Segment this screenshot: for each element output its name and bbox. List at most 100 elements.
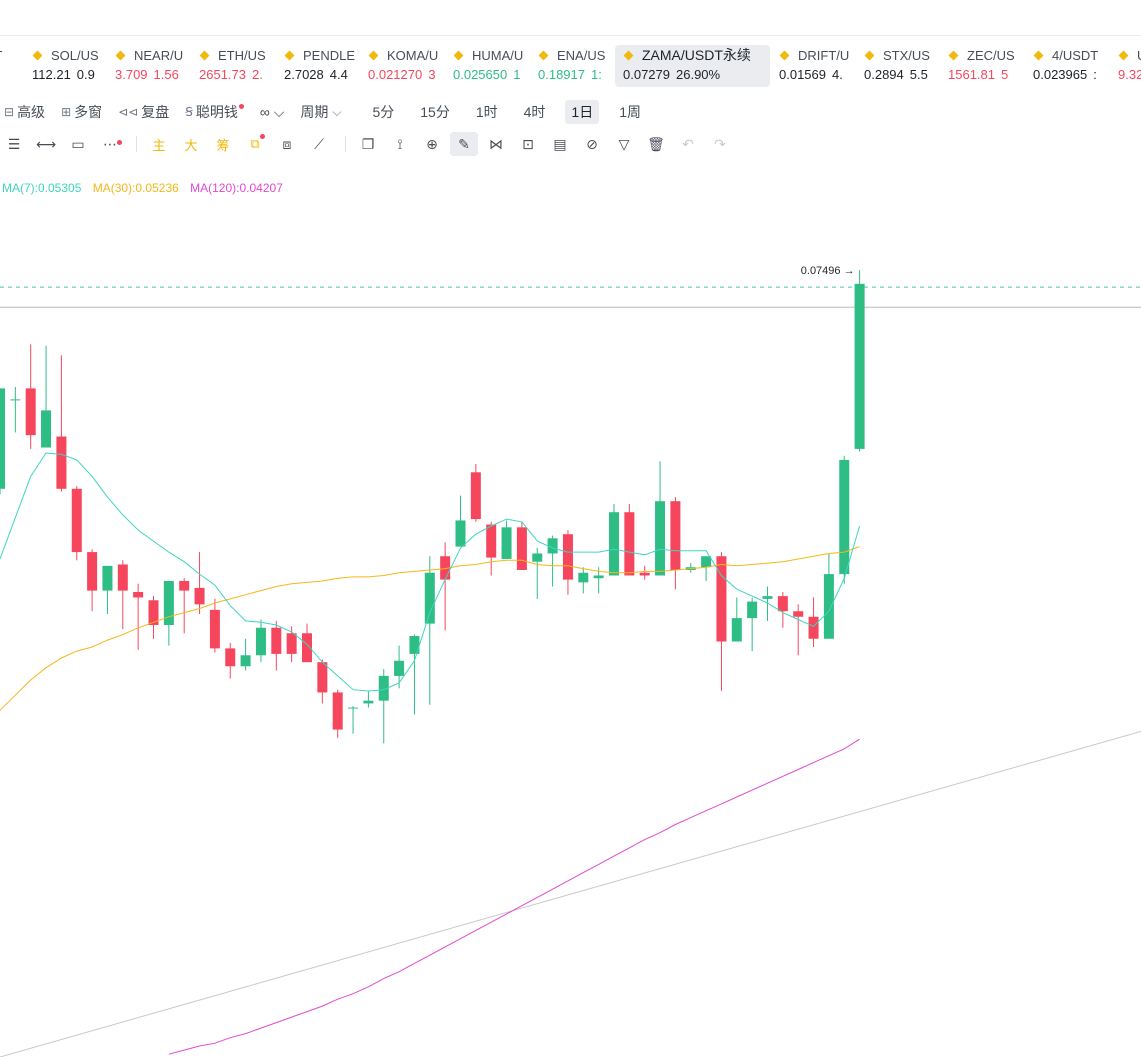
replay-button[interactable]: ⊲⊲ 复盘 <box>118 104 170 120</box>
horizontal-line-icon[interactable]: ⟷ <box>35 135 57 152</box>
coin-icon <box>199 50 210 60</box>
ticker-price: 0.01569 <box>779 67 826 82</box>
candle-body <box>593 575 604 579</box>
coin-icon <box>115 50 126 60</box>
candlestick-chart[interactable]: 0.07496 → <box>0 160 1141 1057</box>
interval-5[interactable]: 1周 <box>619 104 642 120</box>
divider <box>345 136 346 152</box>
interval-2[interactable]: 1时 <box>475 104 498 120</box>
candle-body <box>747 601 758 619</box>
multi-window-icon: ⊞ <box>61 105 72 119</box>
smart-money-button[interactable]: Ꞩ 聪明钱 <box>181 100 248 124</box>
candle-body <box>655 501 666 576</box>
ticker-symbol: DRIFT/U <box>779 45 851 65</box>
ticker-item[interactable]: ZEC/US 1561.81 5 <box>940 45 1020 87</box>
ticker-price: 2651.73 <box>199 67 246 82</box>
candle-body <box>133 591 144 598</box>
candle-body <box>440 556 451 580</box>
candle-body <box>777 596 788 612</box>
main-indicator-button[interactable]: 主 <box>152 137 166 153</box>
ticker-change: 4. <box>832 67 843 82</box>
candle-body <box>378 675 389 701</box>
redo-icon[interactable]: ↷ <box>714 135 726 152</box>
candle-body <box>41 410 52 448</box>
ruler-icon[interactable]: ⟋ <box>314 135 324 152</box>
trash-icon[interactable]: 🗑 <box>647 135 665 152</box>
multi-window-button[interactable]: ⊞ 多窗 <box>61 104 103 120</box>
ticker-values: 2651.73 2. <box>199 65 271 85</box>
ticker-item[interactable]: ENA/US 0.18917 1: <box>530 45 610 87</box>
ticker-change: 26.90% <box>676 67 721 82</box>
ticker-price: 112.21 <box>32 67 71 82</box>
ticker-values: 0.01569 4. <box>779 65 851 85</box>
candle-body <box>348 707 359 709</box>
interval-0[interactable]: 5分 <box>372 104 395 120</box>
ticker-item[interactable]: 4/USDT 0.023965: <box>1025 45 1105 87</box>
indicator-dropdown[interactable]: ∞ ⌵ <box>256 100 288 124</box>
candle-body <box>808 616 819 639</box>
ticker-symbol: HUMA/U <box>453 45 525 65</box>
more-icon[interactable]: ⋯ <box>96 132 124 156</box>
ma120-line <box>168 738 860 1055</box>
ticker-item[interactable]: SOL/US 112.21 0.9 <box>24 45 104 87</box>
copy-icon[interactable]: ❐ <box>361 135 375 152</box>
ticker-item[interactable]: U 9.32 <box>1110 45 1141 87</box>
ticker-symbol: NEAR/U <box>115 45 187 65</box>
candle-body <box>194 587 205 605</box>
chart-edit-icon[interactable]: ⧉ <box>241 132 269 156</box>
measure-icon[interactable]: ⟟ <box>397 135 403 152</box>
ticker-item[interactable]: DRIFT/U 0.01569 4. <box>771 45 851 87</box>
zoom-in-icon[interactable]: ⊕ <box>426 135 438 152</box>
ma30-label: MA(30):0.05236 <box>92 181 179 195</box>
ticker-price: 0.07279 <box>623 67 670 82</box>
ticker-values: 2.7028 4.4 <box>284 65 356 85</box>
ticker-item[interactable]: ZAMA/USDT永续 0.07279 26.90% <box>615 45 770 87</box>
chips-button[interactable]: 筹 <box>216 137 230 153</box>
lock-icon[interactable]: ⊡ <box>522 135 534 152</box>
big-order-button[interactable]: 大 <box>184 137 198 153</box>
candle-body <box>562 534 573 580</box>
ma7-label: MA(7):0.05305 <box>2 181 82 195</box>
ma-legend: MA(7):0.05305 MA(30):0.05236 MA(120):0.0… <box>2 181 291 195</box>
advanced-button[interactable]: ⊟ 高级 <box>4 104 46 120</box>
ticker-symbol: ETH/US <box>199 45 271 65</box>
ticker-item[interactable]: ETH/US 2651.73 2. <box>191 45 271 87</box>
interval-3[interactable]: 4时 <box>523 104 546 120</box>
filter-icon[interactable]: ▽ <box>618 135 630 152</box>
draw-pen-icon[interactable]: ✎ <box>450 132 478 156</box>
interval-1[interactable]: 15分 <box>420 104 450 120</box>
candle-body <box>225 648 236 667</box>
interval-4[interactable]: 1日 <box>565 100 600 124</box>
magnet-icon[interactable]: ⋈ <box>489 135 503 152</box>
candle-body <box>470 472 481 520</box>
candle-body <box>762 596 773 599</box>
ticker-change: 2. <box>252 67 263 82</box>
ticker-symbol: U <box>1118 45 1141 65</box>
ticker-change: 4.4 <box>329 67 348 82</box>
edit-icon[interactable]: ▤ <box>553 135 567 152</box>
coin-icon <box>779 50 790 60</box>
interval-list: 5分 15分 1时 4时 1日 1周 <box>366 100 661 124</box>
ticker-values: 0.9 <box>0 65 20 85</box>
rectangle-icon[interactable]: ▭ <box>71 135 85 152</box>
link-icon[interactable]: ⊘ <box>586 135 598 152</box>
ticker-item[interactable]: NEAR/U 3.709 1.56 <box>107 45 187 87</box>
coin-icon <box>32 50 43 60</box>
ticker-item[interactable]: PENDLE 2.7028 4.4 <box>276 45 356 87</box>
ticker-values: 3.709 1.56 <box>115 65 187 85</box>
menu-icon[interactable]: ☰ <box>7 135 21 152</box>
ticker-item[interactable]: STX/US 0.2894 5.5 <box>856 45 936 87</box>
coin-icon <box>538 50 549 60</box>
ticker-price: 1561.81 <box>948 67 995 82</box>
ticker-symbol: PENDLE <box>284 45 356 65</box>
ticker-price: 0.023965 <box>1033 67 1088 82</box>
ticker-values: 0.2894 5.5 <box>864 65 936 85</box>
candle-body <box>71 488 82 553</box>
ticker-item[interactable]: KOMA/U 0.021270 3 <box>360 45 440 87</box>
period-dropdown[interactable]: 周期 ⌵ <box>300 104 342 120</box>
compare-icon[interactable]: ⧈ <box>282 135 292 152</box>
undo-icon[interactable]: ↶ <box>682 135 694 152</box>
coin-icon <box>284 50 295 60</box>
ticker-item[interactable]: HUMA/U 0.025650 1 <box>445 45 525 87</box>
